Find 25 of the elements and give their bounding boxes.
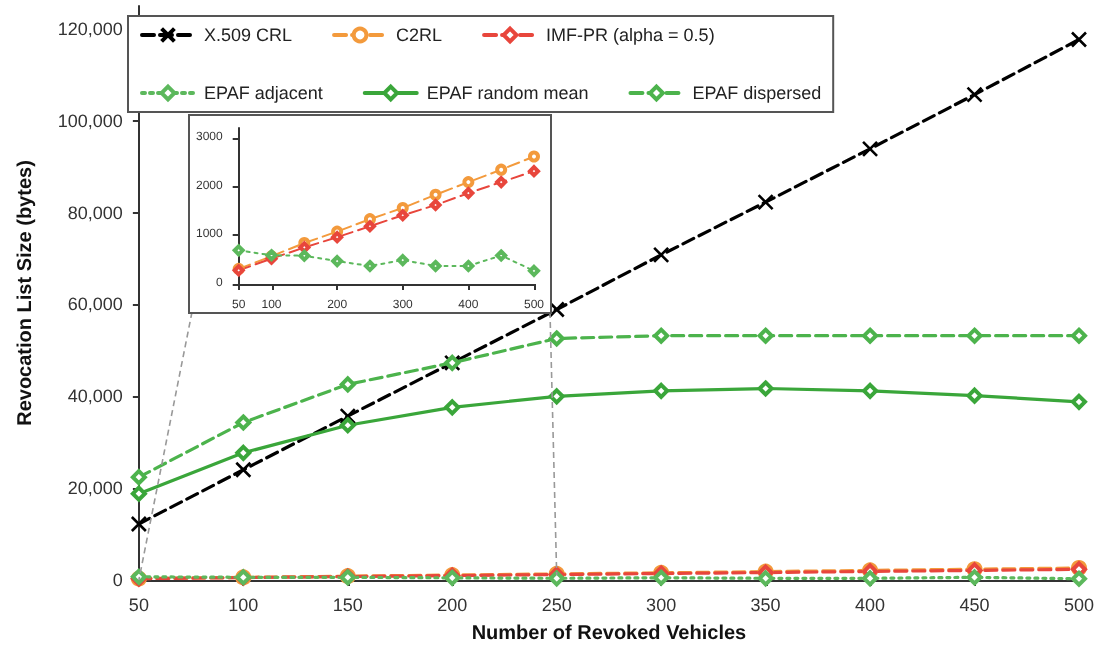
x-tick-label: 350 bbox=[750, 595, 781, 615]
y-tick-label: 60,000 bbox=[67, 294, 123, 315]
x-tick-label: 500 bbox=[1063, 595, 1095, 615]
x-tick-label: 200 bbox=[437, 595, 468, 615]
y-tick-label: 0 bbox=[112, 570, 123, 590]
x-tick-label: 300 bbox=[646, 595, 677, 615]
legend-label: EPAF dispersed bbox=[692, 83, 822, 103]
legend-label: IMF-PR (alpha = 0.5) bbox=[546, 25, 715, 45]
x-tick-label: 400 bbox=[855, 595, 886, 615]
y-tick-label: 20,000 bbox=[67, 478, 123, 499]
x-axis-title: Number of Revoked Vehicles bbox=[471, 623, 748, 645]
y-tick-label: 100,000 bbox=[57, 110, 123, 131]
y-tick-label: 80,000 bbox=[67, 202, 123, 223]
y-tick-label: 40,000 bbox=[67, 386, 123, 407]
x-tick-label: 250 bbox=[541, 595, 572, 615]
legend-label: EPAF adjacent bbox=[204, 83, 324, 103]
x-tick-label: 50 bbox=[128, 595, 149, 615]
x-tick-label: 150 bbox=[332, 595, 363, 615]
legend-label: EPAF random mean bbox=[426, 83, 589, 103]
x-tick-label: 100 bbox=[228, 595, 259, 615]
legend-label: X.509 CRL bbox=[204, 25, 293, 45]
x-tick-label: 450 bbox=[959, 595, 990, 615]
y-axis-title: Revocation List Size (bytes) bbox=[15, 160, 37, 426]
y-tick-label: 120,000 bbox=[57, 18, 123, 39]
legend-label: C2RL bbox=[396, 25, 443, 45]
